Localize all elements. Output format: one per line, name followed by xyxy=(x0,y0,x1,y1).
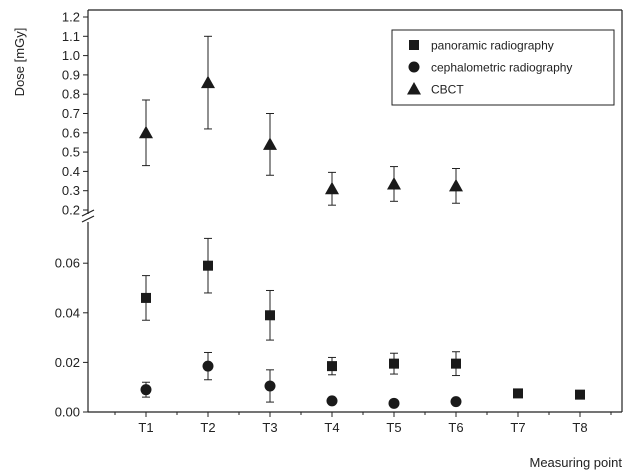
y-tick-label: 0.7 xyxy=(62,106,80,121)
y-tick-label: 0.4 xyxy=(62,164,80,179)
x-axis-label: Measuring point xyxy=(530,455,623,470)
y-tick-label: 0.8 xyxy=(62,87,80,102)
data-point-square xyxy=(389,358,399,369)
legend-marker-triangle xyxy=(407,82,421,95)
data-marks xyxy=(139,35,585,409)
data-point-triangle xyxy=(263,137,277,150)
y-tick-label: 1.0 xyxy=(62,48,80,63)
x-tick-label: T4 xyxy=(324,420,339,435)
y-axis-upper-ticks: 0.2 0.3 0.4 0.5 0.6 0.7 0.8 0.9 1.0 1.1 1.2 xyxy=(62,10,88,218)
data-point-square xyxy=(513,388,523,399)
x-tick-label: T3 xyxy=(262,420,277,435)
data-point-square xyxy=(451,358,461,369)
legend: panoramic radiography cephalometric radio… xyxy=(391,29,615,106)
legend-label: panoramic radiography xyxy=(431,39,554,53)
legend-marker-circle xyxy=(408,61,420,73)
data-point-square xyxy=(575,389,585,400)
legend-marker-square xyxy=(409,40,419,50)
x-tick-label: T2 xyxy=(200,420,215,435)
y-tick-label: 1.1 xyxy=(62,29,80,44)
y-tick-label: 0.00 xyxy=(55,405,80,420)
data-point-triangle xyxy=(139,125,153,139)
data-point-circle xyxy=(450,396,462,408)
x-tick-label: T5 xyxy=(386,420,401,435)
data-point-triangle xyxy=(387,176,401,190)
data-point-circle xyxy=(326,395,338,407)
y-tick-label: 0.2 xyxy=(62,203,80,218)
y-tick-label: 0.04 xyxy=(55,305,80,320)
data-point-square xyxy=(327,361,337,372)
data-point-square xyxy=(265,310,275,321)
data-point-circle xyxy=(140,384,152,396)
data-point-square xyxy=(203,260,213,271)
axis-break-mark-upper xyxy=(81,209,95,217)
y-tick-label: 0.06 xyxy=(55,256,80,271)
data-point-square xyxy=(141,292,151,303)
y-tick-label: 0.02 xyxy=(55,355,80,370)
data-point-circle xyxy=(388,397,400,409)
data-point-circle xyxy=(264,380,276,392)
x-tick-label: T8 xyxy=(572,420,587,435)
y-tick-label: 1.2 xyxy=(62,10,80,25)
legend-box xyxy=(391,29,615,106)
y-tick-label: 0.5 xyxy=(62,145,80,160)
x-tick-label: T6 xyxy=(448,420,463,435)
y-tick-label: 0.3 xyxy=(62,183,80,198)
y-axis-lower-ticks: 0.00 0.02 0.04 0.06 xyxy=(55,256,88,420)
y-tick-label: 0.6 xyxy=(62,125,80,140)
legend-label: CBCT xyxy=(431,83,464,97)
data-point-circle xyxy=(202,360,214,372)
data-point-triangle xyxy=(201,75,215,89)
y-tick-label: 0.9 xyxy=(62,67,80,82)
y-axis-label: Dose [mGy] xyxy=(12,28,27,97)
data-point-triangle xyxy=(449,178,463,192)
legend-label: cephalometric radiography xyxy=(431,61,572,75)
data-point-triangle xyxy=(325,181,339,195)
x-tick-label: T7 xyxy=(510,420,525,435)
x-axis-ticks: T1 T2 T3 T4 T5 T6 T7 T8 xyxy=(114,412,612,435)
x-tick-label: T1 xyxy=(138,420,153,435)
axis-break-mark-lower xyxy=(81,215,95,223)
